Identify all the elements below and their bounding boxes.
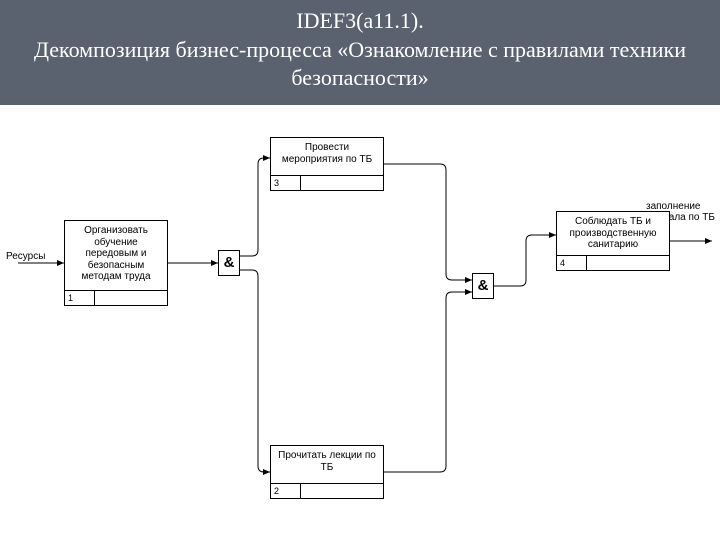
junction-1: &	[218, 250, 240, 276]
uob-box-2-num: 2	[271, 484, 301, 498]
uob-box-4-num: 4	[557, 256, 587, 270]
uob-box-1-text: Организовать обучение передовым и безопа…	[65, 221, 167, 287]
junction-2: &	[472, 273, 494, 299]
uob-box-3-text: Провести мероприятия по ТБ	[271, 138, 383, 169]
input-label: Ресурсы	[6, 251, 45, 262]
uob-box-2: Прочитать лекции по ТБ 2	[270, 445, 384, 499]
uob-box-3-num: 3	[271, 176, 301, 190]
uob-box-1-num: 1	[65, 291, 95, 305]
uob-box-1: Организовать обучение передовым и безопа…	[64, 220, 168, 306]
uob-box-4-text: Соблюдать ТБ и производственную санитари…	[557, 212, 669, 255]
slide-header: IDEF3(а11.1). Декомпозиция бизнес-процес…	[0, 0, 720, 105]
uob-box-3: Провести мероприятия по ТБ 3	[270, 137, 384, 191]
diagram-canvas: Ресурсы заполнение журнала по ТБ Организ…	[0, 105, 720, 540]
header-line-2: Декомпозиция бизнес-процесса «Ознакомлен…	[20, 36, 700, 91]
header-line-1: IDEF3(а11.1).	[20, 8, 700, 34]
uob-box-4: Соблюдать ТБ и производственную санитари…	[556, 211, 670, 271]
uob-box-2-text: Прочитать лекции по ТБ	[271, 446, 383, 477]
